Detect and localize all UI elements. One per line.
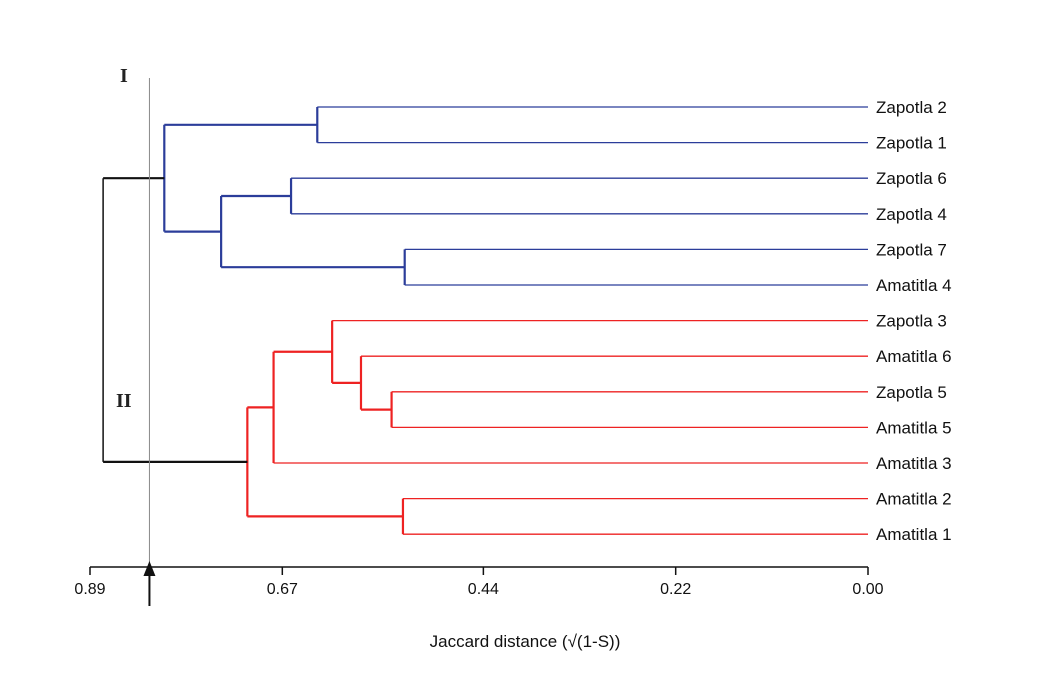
x-axis: 0.89 0.67 0.44 0.22 0.00	[74, 566, 884, 598]
x-tick-label-0: 0.89	[74, 581, 105, 598]
dendrogram-links	[102, 106, 868, 535]
leaf-label-amatitla-6: Amatitla 6	[876, 347, 952, 366]
x-tick-label-1: 0.67	[267, 581, 298, 598]
leaf-label-amatitla-3: Amatitla 3	[876, 454, 952, 473]
x-tick-label-2: 0.44	[468, 581, 499, 598]
x-axis-ticks: 0.89 0.67 0.44 0.22 0.00	[74, 567, 884, 598]
leaf-label-zapotla-6: Zapotla 6	[876, 169, 947, 188]
leaf-label-amatitla-5: Amatitla 5	[876, 418, 952, 437]
cluster-label-ii: II	[116, 390, 132, 412]
leaf-labels: Zapotla 2 Zapotla 1 Zapotla 6 Zapotla 4 Zapo…	[876, 98, 952, 544]
x-axis-title: Jaccard distance (√(1-S))	[430, 632, 621, 651]
leaf-label-amatitla-4: Amatitla 4	[876, 276, 952, 295]
leaf-label-zapotla-2: Zapotla 2	[876, 98, 947, 117]
leaf-label-zapotla-1: Zapotla 1	[876, 134, 947, 153]
leaf-label-zapotla-5: Zapotla 5	[876, 383, 947, 402]
leaf-label-zapotla-4: Zapotla 4	[876, 205, 947, 224]
cutoff-arrow-head	[143, 561, 156, 576]
leaf-label-amatitla-1: Amatitla 1	[876, 525, 952, 544]
cutoff-arrow-icon	[143, 561, 156, 606]
leaf-label-zapotla-3: Zapotla 3	[876, 312, 947, 331]
leaf-label-amatitla-2: Amatitla 2	[876, 490, 952, 509]
cluster-label-i: I	[120, 65, 128, 87]
x-tick-label-4: 0.00	[852, 581, 883, 598]
leaf-label-zapotla-7: Zapotla 7	[876, 240, 947, 259]
x-tick-label-3: 0.22	[660, 581, 691, 598]
